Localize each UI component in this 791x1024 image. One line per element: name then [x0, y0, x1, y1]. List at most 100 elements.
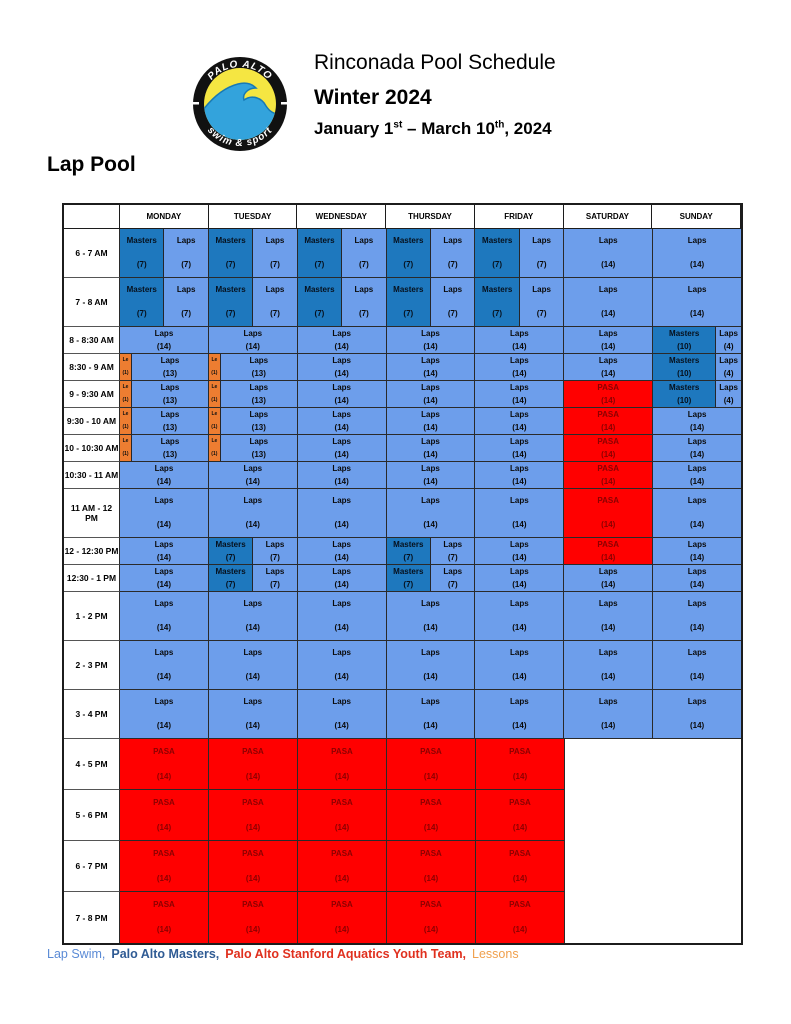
activity-label: Laps — [243, 599, 263, 608]
lane-count: (13) — [251, 395, 266, 405]
activity-label: PASA — [597, 496, 620, 505]
day-cell: Laps (14) — [653, 538, 742, 565]
segment-laps: Laps (14) — [297, 592, 386, 640]
activity-label: Laps — [332, 566, 351, 576]
segment-laps: Laps (14) — [297, 435, 386, 461]
logo-graphic: PALO ALTO swim & sport — [190, 57, 290, 151]
lane-count: (13) — [251, 422, 266, 432]
schedule-row: 4 - 5 PM PASA (14) PASA (14) PASA (14) PASA (14)… — [64, 739, 741, 790]
segment-laps: Laps (14) — [386, 381, 475, 407]
segment-laps: Laps (14) — [208, 462, 297, 488]
activity-label: PASA — [420, 899, 442, 909]
lane-count: (14) — [156, 552, 172, 562]
lane-count: (7) — [270, 552, 280, 562]
date-part: January 1 — [314, 119, 394, 139]
lane-count: (14) — [245, 476, 260, 486]
segment-pasa: PASA (14) — [564, 489, 653, 537]
lane-count: (7) — [447, 552, 458, 562]
lane-count: (14) — [512, 873, 528, 883]
activity-label: Laps — [332, 328, 351, 338]
activity-label: PASA — [331, 746, 353, 756]
day-cell: PASA (14) — [209, 790, 298, 841]
lane-count: (14) — [245, 873, 261, 883]
logo-right-tick — [281, 102, 290, 105]
lane-count: (7) — [181, 309, 192, 318]
segment-laps: Laps (14) — [120, 462, 208, 488]
lane-count: (4) — [723, 341, 734, 351]
day-cell: Laps (14) — [208, 592, 298, 641]
day-cell: Masters (7) Laps (7) — [386, 565, 476, 592]
logo-left-tick — [190, 102, 199, 105]
segment-laps: Laps (14) — [297, 354, 386, 380]
activity-label: Laps — [687, 566, 707, 576]
day-cell: PASA (14) — [120, 892, 209, 943]
day-cell: Laps (14) — [297, 565, 387, 592]
activity-label: PASA — [331, 899, 353, 909]
segment-pasa: PASA (14) — [298, 790, 386, 840]
segment-laps: Laps (14) — [475, 462, 564, 488]
segment-laps: Laps (14) — [297, 565, 386, 591]
lane-count: (14) — [601, 672, 616, 681]
activity-label: Masters — [126, 236, 157, 245]
day-cell: Laps (14) — [208, 690, 298, 739]
activity-label: Laps — [598, 355, 618, 365]
day-cell: PASA (14) — [476, 790, 565, 841]
segment-masters: Masters (7) — [120, 278, 164, 326]
lane-count: (7) — [447, 309, 458, 318]
activity-label: Masters — [304, 285, 335, 294]
lane-count: (14) — [601, 623, 616, 632]
activity-label: Laps — [332, 539, 351, 549]
time-label: 11 AM - 12 PM — [64, 489, 120, 538]
time-column-header — [64, 205, 120, 229]
lane-count: (14) — [334, 341, 349, 351]
schedule-row: 12:30 - 1 PM Laps (14) Masters (7) Laps (7) Lap… — [64, 565, 742, 592]
activity-label: PASA — [420, 848, 442, 858]
activity-label: Le — [122, 438, 129, 444]
lane-count: (13) — [162, 395, 178, 405]
time-label: 9 - 9:30 AM — [64, 381, 120, 408]
segment-laps: Laps (14) — [297, 538, 386, 564]
segment-masters: Masters (7) — [386, 229, 431, 277]
day-cell: Laps (14) — [120, 489, 209, 538]
lane-count: (14) — [689, 579, 705, 589]
time-label: 8 - 8:30 AM — [64, 327, 120, 354]
activity-label: Laps — [332, 382, 351, 392]
day-cell: Laps (14) — [564, 354, 654, 381]
day-cell: Laps (14) — [120, 327, 209, 354]
day-cell: Laps (14) — [653, 435, 742, 462]
activity-label: Le — [211, 411, 218, 417]
day-cell: Laps (14) — [386, 489, 476, 538]
activity-label: Laps — [687, 285, 707, 294]
lane-count: (14) — [512, 341, 527, 351]
activity-label: Laps — [249, 355, 269, 365]
segment-laps: Laps (14) — [208, 489, 297, 537]
lane-count: (14) — [423, 341, 438, 351]
activity-label: Laps — [332, 599, 351, 608]
lane-count: (14) — [512, 672, 527, 681]
lane-count: (14) — [512, 476, 527, 486]
segment-pasa: PASA (14) — [387, 739, 475, 789]
time-label: 8:30 - 9 AM — [64, 354, 120, 381]
activity-label: Laps — [687, 236, 707, 245]
activity-label: Laps — [160, 355, 180, 365]
lane-count: (1) — [122, 397, 129, 403]
lane-count: (14) — [423, 449, 438, 459]
segment-laps: Laps (14) — [208, 327, 297, 353]
lane-count: (14) — [601, 260, 616, 269]
day-cell: PASA (14) — [387, 841, 476, 892]
activity-label: Laps — [265, 566, 285, 576]
day-cell: Laps (14) — [564, 229, 654, 278]
day-cell: Laps (14) — [475, 565, 565, 592]
segment-pasa: PASA (14) — [298, 739, 386, 789]
activity-label: Laps — [510, 496, 529, 505]
legend-item: Lessons — [472, 947, 519, 961]
day-cell: Laps (14) — [297, 354, 387, 381]
day-cell — [653, 739, 741, 790]
activity-label: Masters — [393, 285, 424, 294]
activity-label: Laps — [265, 539, 285, 549]
lane-count: (7) — [270, 579, 280, 589]
segment-empty — [565, 790, 653, 841]
segment-laps: Laps (13) — [131, 354, 208, 380]
lane-count: (14) — [334, 771, 350, 781]
segment-laps: Laps (14) — [475, 489, 564, 537]
